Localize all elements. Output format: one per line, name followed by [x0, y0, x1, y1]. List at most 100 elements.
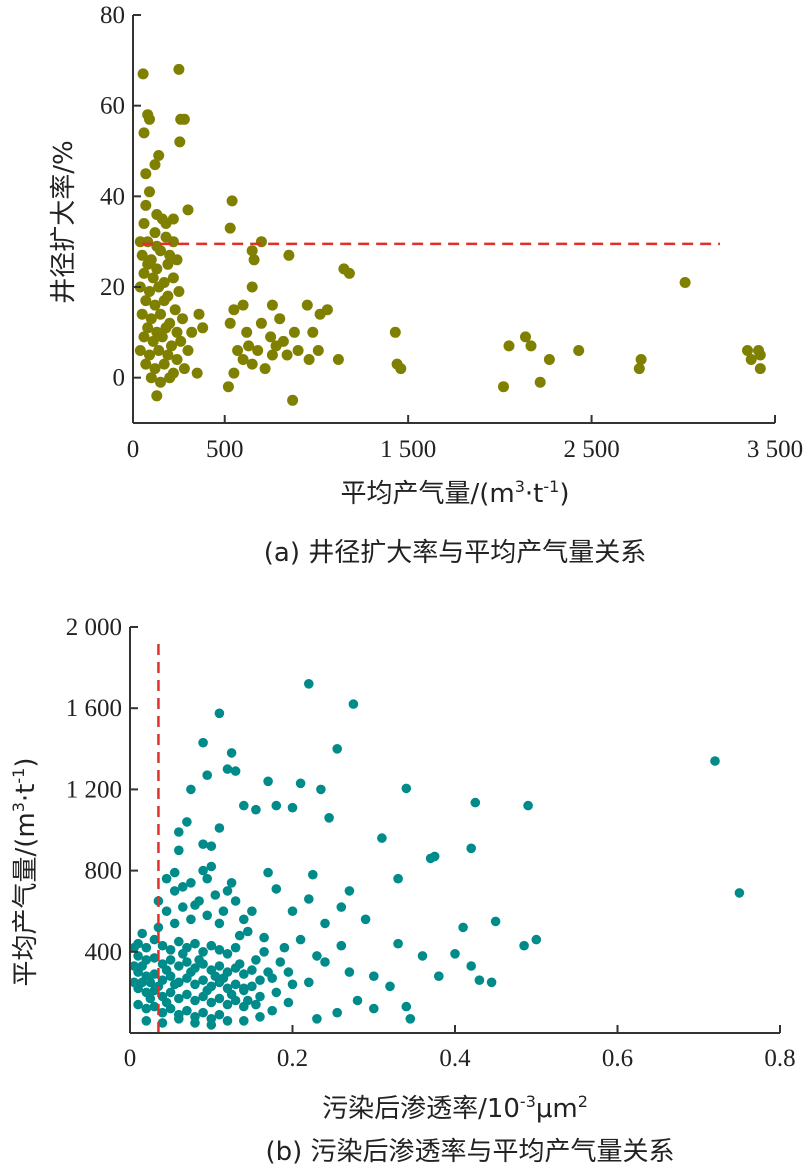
data-point — [173, 63, 185, 75]
data-point — [503, 340, 515, 352]
chart-a-caption: (a) 井径扩大率与平均产气量关系 — [264, 538, 647, 568]
data-point — [202, 985, 212, 996]
data-point — [206, 861, 217, 872]
data-point — [312, 1014, 322, 1024]
data-point — [186, 914, 196, 925]
data-point — [348, 699, 359, 709]
data-point — [486, 977, 497, 988]
data-point — [151, 263, 163, 275]
chart-b-points — [129, 679, 745, 1030]
data-point — [140, 199, 152, 211]
data-point — [153, 281, 165, 293]
data-point — [140, 358, 152, 370]
data-point — [389, 326, 401, 338]
data-point — [321, 304, 333, 316]
data-point — [182, 204, 194, 216]
data-point — [344, 886, 355, 896]
data-point — [466, 843, 477, 854]
data-point — [129, 961, 139, 971]
data-point — [149, 227, 161, 239]
data-point — [147, 272, 159, 284]
data-point — [178, 363, 190, 375]
data-point — [214, 918, 225, 929]
chart-a-y-ticks: 0 20 40 60 80 — [100, 2, 141, 392]
data-point — [190, 995, 200, 1006]
x-tick-label: 3 500 — [747, 436, 803, 463]
data-point — [145, 313, 157, 325]
x-tick-label: 0.4 — [439, 1045, 471, 1072]
data-point — [194, 896, 204, 906]
chart-a-y-axis-label: 井径扩大率/% — [49, 140, 79, 303]
data-point — [145, 977, 156, 988]
data-point — [251, 955, 261, 965]
data-point — [490, 916, 501, 927]
data-point — [153, 922, 164, 933]
data-point — [259, 947, 269, 957]
data-point — [165, 945, 176, 955]
data-point — [734, 888, 745, 898]
data-point — [165, 987, 176, 998]
data-point — [157, 940, 168, 951]
data-point — [149, 934, 160, 945]
data-point — [144, 349, 155, 361]
data-point — [214, 961, 225, 971]
data-point — [754, 363, 766, 375]
data-point — [182, 817, 192, 827]
data-point — [182, 345, 194, 356]
data-point — [198, 975, 208, 985]
data-point — [255, 975, 265, 985]
data-point — [742, 345, 753, 356]
data-point — [241, 326, 253, 338]
data-point — [369, 1003, 379, 1014]
data-point — [198, 737, 208, 748]
data-point — [259, 363, 271, 375]
data-point — [336, 902, 347, 912]
data-point — [288, 326, 300, 338]
data-point — [263, 867, 273, 878]
chart-a-x-ticks: 0 500 1 500 2 500 3 500 — [127, 415, 803, 463]
data-point — [232, 345, 244, 356]
chart-b-x-axis-label: 污染后渗透率/10-3μm2 — [322, 1092, 588, 1124]
data-point — [182, 1005, 192, 1016]
data-point — [171, 254, 183, 266]
data-point — [177, 313, 188, 325]
data-point — [255, 317, 267, 329]
data-point — [224, 317, 236, 329]
data-point — [222, 1016, 233, 1026]
data-point — [222, 764, 233, 774]
data-point — [218, 973, 229, 983]
data-point — [137, 68, 149, 80]
data-point — [169, 918, 180, 929]
data-point — [149, 299, 161, 311]
data-point — [393, 873, 403, 884]
data-point — [214, 993, 225, 1004]
x-tick-label: 0 — [127, 436, 140, 463]
data-point — [283, 967, 294, 977]
data-point — [312, 345, 324, 356]
data-point — [320, 918, 330, 929]
y-tick-label: 80 — [100, 2, 125, 29]
data-point — [145, 372, 157, 384]
data-point — [239, 800, 249, 811]
chart-b-caption: (b) 污染后渗透率与平均产气量关系 — [265, 1137, 674, 1167]
data-point — [405, 1014, 416, 1024]
data-point — [324, 813, 334, 823]
data-point — [166, 340, 177, 352]
data-point — [230, 979, 241, 990]
data-point — [153, 345, 165, 356]
data-point — [228, 367, 240, 379]
data-point — [157, 1018, 168, 1028]
data-point — [138, 218, 150, 229]
data-point — [129, 942, 139, 953]
chart-a: 0 500 1 500 2 500 3 500 0 20 40 60 80 平均产气量/(m3·… — [49, 2, 803, 568]
data-point — [283, 997, 294, 1008]
y-tick-label: 800 — [85, 858, 123, 885]
data-point — [190, 938, 200, 949]
data-point — [287, 394, 299, 406]
data-point — [174, 1014, 184, 1024]
x-tick-label: 500 — [206, 436, 244, 463]
data-point — [144, 113, 155, 125]
data-point — [304, 679, 314, 689]
data-point — [230, 942, 241, 953]
